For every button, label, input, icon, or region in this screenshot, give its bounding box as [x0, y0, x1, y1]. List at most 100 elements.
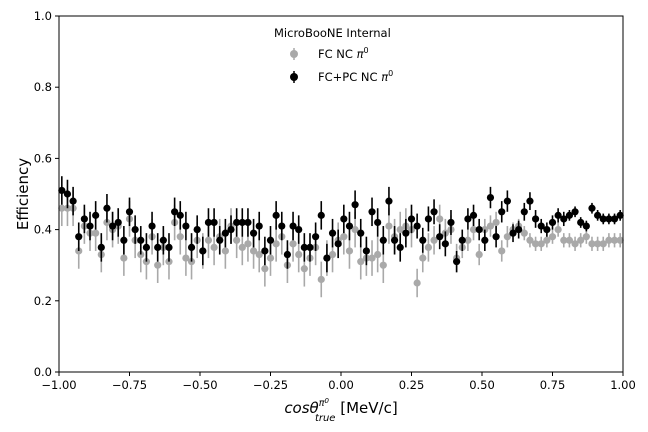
y-tick-label: 0.4 [34, 223, 52, 237]
data-point [537, 222, 545, 230]
data-point [210, 218, 218, 227]
data-point [148, 222, 156, 230]
data-point [560, 236, 568, 244]
data-point [458, 236, 466, 244]
data-point [385, 197, 393, 205]
x-tick-label: −0.75 [112, 378, 147, 392]
data-point [599, 215, 607, 223]
data-point [193, 226, 201, 234]
data-point [531, 215, 540, 223]
data-point [261, 247, 269, 255]
data-point [233, 236, 241, 244]
data-point [526, 197, 534, 205]
data-point [92, 229, 100, 237]
data-point [571, 240, 579, 248]
data-point [436, 233, 444, 241]
data-point [594, 240, 602, 248]
data-point [526, 236, 534, 244]
data-point [486, 222, 495, 230]
data-point [120, 254, 128, 262]
data-point [379, 261, 387, 269]
data-point [447, 218, 455, 227]
y-axis-label: Efficiency [14, 158, 32, 230]
data-point [441, 240, 449, 248]
legend-marker-fcpc [290, 73, 298, 81]
data-point [92, 211, 100, 219]
data-point [176, 211, 184, 219]
data-point [182, 254, 190, 262]
data-point [430, 236, 438, 244]
data-point [509, 229, 517, 237]
data-point [610, 236, 619, 244]
data-point [86, 222, 94, 230]
legend-label-fc-sym: π [357, 47, 365, 61]
data-point [204, 218, 213, 227]
data-point [221, 247, 229, 255]
data-point [323, 254, 331, 262]
x-axis: −1.00 −0.75 −0.50 −0.25 0.00 0.25 0.50 0.75 1.00 [41, 372, 636, 392]
data-point [385, 222, 393, 230]
x-tick-label: −1.00 [41, 378, 76, 392]
data-point [171, 208, 179, 216]
data-point [379, 236, 387, 244]
data-point [244, 240, 252, 248]
data-point [469, 226, 478, 234]
data-point [582, 233, 590, 241]
data-point [142, 243, 151, 251]
data-point [560, 215, 568, 223]
data-point [58, 186, 66, 195]
data-point [486, 193, 495, 202]
legend-marker-fc [290, 50, 298, 58]
data-point [588, 240, 596, 248]
data-point [424, 243, 433, 251]
data-point [340, 215, 348, 223]
data-point [537, 240, 545, 248]
data-point [503, 233, 511, 241]
data-point [238, 218, 246, 227]
data-point [199, 247, 207, 255]
data-point [520, 229, 528, 237]
data-point [594, 211, 602, 219]
data-point [182, 222, 190, 230]
data-point [328, 250, 337, 259]
legend-label-fcpc-sup: 0 [388, 69, 393, 78]
data-point [300, 243, 308, 251]
data-point [424, 215, 433, 223]
legend-label-fc-main: FC NC [318, 47, 357, 61]
data-point [571, 208, 579, 216]
data-point [599, 240, 607, 248]
data-point [548, 218, 557, 227]
data-point [295, 226, 303, 234]
data-point [577, 236, 585, 244]
x-tick-label: 0.00 [328, 378, 354, 392]
data-point [390, 236, 399, 244]
y-tick-label: 0.0 [34, 365, 52, 379]
x-axis-label: cosθπ0 true [MeV/c] [284, 397, 397, 424]
data-point [75, 233, 83, 241]
data-point [216, 236, 224, 244]
data-point [419, 254, 427, 262]
data-point [554, 211, 562, 219]
data-point [159, 236, 167, 244]
data-point [374, 218, 382, 227]
data-point [238, 243, 246, 251]
data-point [120, 236, 128, 244]
data-point [582, 222, 590, 230]
data-point [453, 258, 461, 266]
data-point [300, 265, 308, 273]
data-point [233, 218, 241, 227]
data-point [137, 236, 145, 244]
data-point [125, 208, 134, 216]
y-tick-label: 0.2 [34, 294, 52, 308]
legend-label-fcpc-main: FC+PC NC [318, 70, 381, 84]
data-point [543, 236, 551, 244]
data-point [154, 243, 162, 251]
data-point [289, 240, 297, 248]
data-point [58, 204, 66, 212]
data-point [69, 197, 77, 205]
data-point [278, 222, 286, 230]
data-point [114, 218, 122, 227]
legend-title: MicroBooNE Internal [274, 26, 391, 40]
data-point [396, 243, 404, 251]
data-point [187, 243, 196, 251]
